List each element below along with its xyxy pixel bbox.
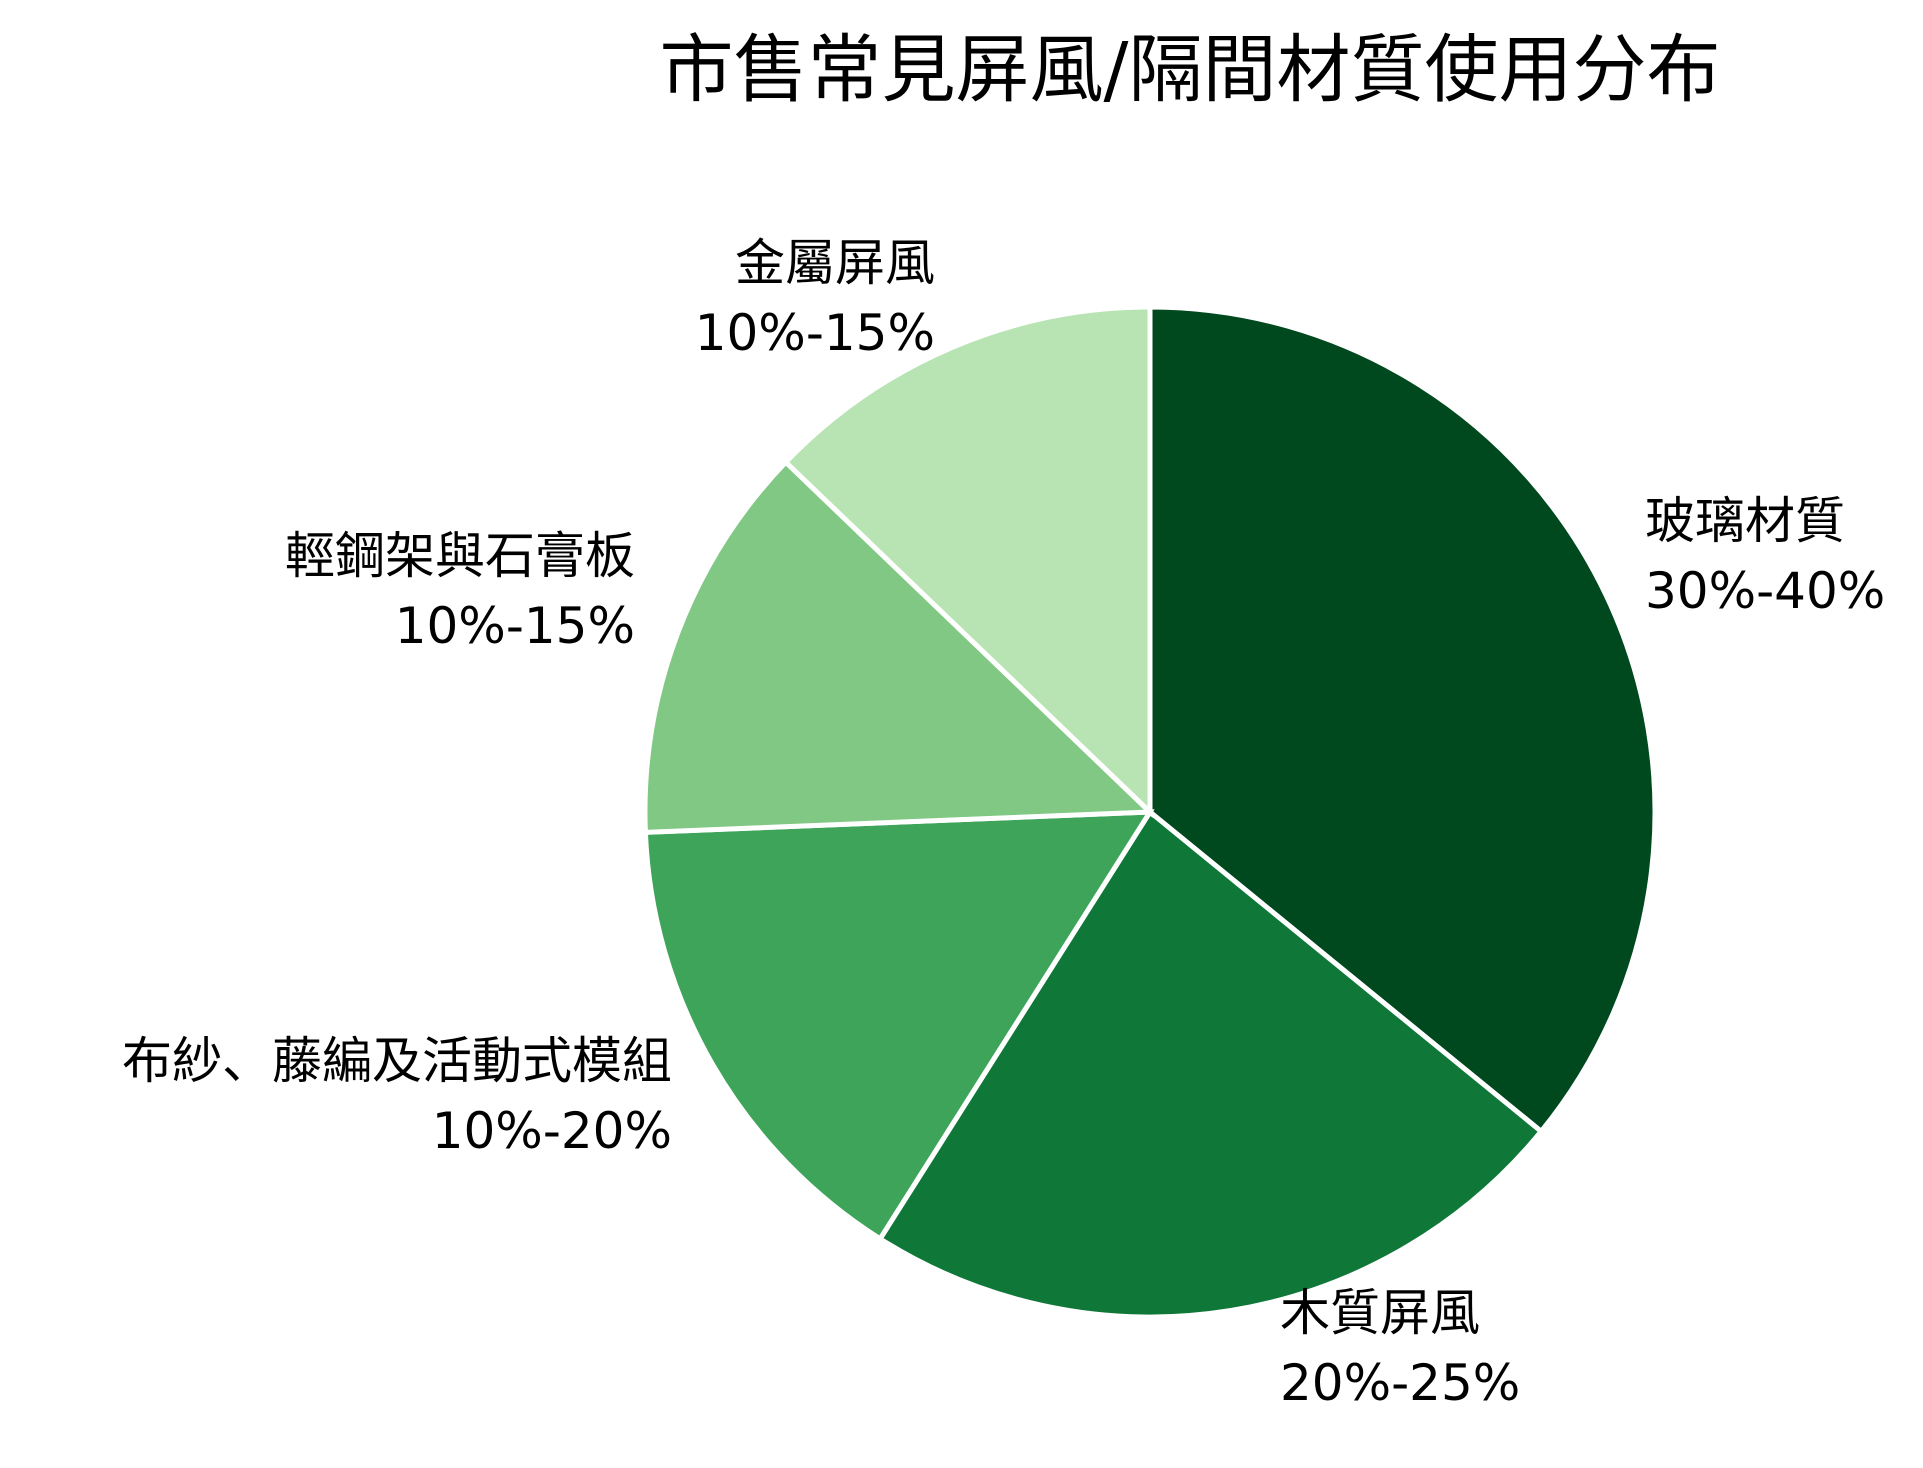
pie-slice-2 — [876, 808, 1545, 1320]
pie-slice-4 — [642, 458, 1156, 835]
pie-slices — [642, 304, 1658, 1320]
pie-labels: 玻璃材質 30%-40% 木質屏風 20%-25% 布紗、藤編及活動式模組 10%-20%… — [122, 234, 1885, 1412]
slice-value-2: 20%-25% — [1280, 1354, 1520, 1412]
slice-label-2: 木質屏風 — [1280, 1284, 1480, 1342]
slice-value-4: 10%-15% — [395, 597, 635, 655]
slice-value-5: 10%-15% — [695, 304, 935, 362]
slice-value-3: 10%-20% — [432, 1102, 672, 1160]
chart-title: 市售常見屏風/隔間材質使用分布 — [660, 27, 1721, 113]
pie-slice-1 — [1147, 304, 1658, 1135]
slice-label-4: 輕鋼架與石膏板 — [285, 527, 635, 585]
slice-value-1: 30%-40% — [1645, 562, 1885, 620]
pie-slice-3 — [642, 809, 1155, 1243]
slice-label-5: 金屬屏風 — [735, 234, 935, 292]
pie-slice-5 — [782, 304, 1153, 818]
slice-label-3: 布紗、藤編及活動式模組 — [122, 1032, 672, 1090]
slice-label-1: 玻璃材質 — [1645, 492, 1845, 550]
